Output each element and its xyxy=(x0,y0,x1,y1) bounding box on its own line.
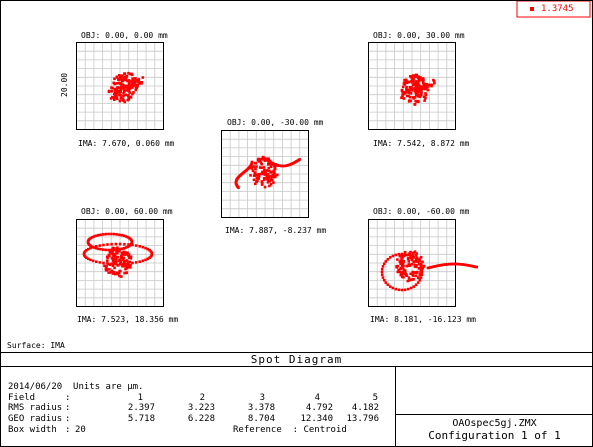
spot-4-ima-label: IMA: 7.523, 18.356 mm xyxy=(77,315,179,324)
geo-value: 6.228 xyxy=(187,414,215,424)
field-number: 3 xyxy=(259,393,265,403)
box-row-label: Box width xyxy=(8,425,57,435)
spot-3-ima-label: IMA: 7.887, -8.237 mm xyxy=(225,226,327,235)
spot-1-obj-label: OBJ: 0.00, 0.00 mm xyxy=(81,31,168,40)
spot-3-obj-label: OBJ: 0.00, -30.00 mm xyxy=(227,118,324,127)
rms-value: 4.792 xyxy=(305,403,333,413)
rms-row-sep: : xyxy=(65,403,71,413)
spot-4-obj-label: OBJ: 0.00, 60.00 mm xyxy=(81,207,173,216)
rms-value: 2.397 xyxy=(127,403,155,413)
spot-box-field-4 xyxy=(76,219,164,307)
box-width-value: 20 xyxy=(75,425,86,435)
date-units-line: 2014/06/20 Units are µm. xyxy=(8,382,144,392)
rms-value: 3.223 xyxy=(187,403,215,413)
rms-value: 4.182 xyxy=(351,403,379,413)
field-number: 5 xyxy=(372,393,378,403)
geo-value: 8.704 xyxy=(247,414,275,424)
spot-box-field-1 xyxy=(76,42,164,130)
field-number: 1 xyxy=(137,393,143,403)
rms-value: 3.378 xyxy=(247,403,275,413)
spot-2-obj-label: OBJ: 0.00, 30.00 mm xyxy=(373,31,465,40)
spot-1-ima-label: IMA: 7.670, 0.060 mm xyxy=(78,139,175,148)
box-row-sep: : xyxy=(65,425,71,435)
geo-row-sep: : xyxy=(65,414,71,424)
rms-row-label: RMS radius xyxy=(8,403,63,413)
geo-row-label: GEO radius xyxy=(8,414,63,424)
geo-value: 13.796 xyxy=(346,414,379,424)
field-row-label: Field xyxy=(8,393,36,403)
scale-bar-label: 20.00 xyxy=(60,72,69,97)
spot-5-obj-label: OBJ: 0.00, -60.00 mm xyxy=(373,207,470,216)
file-name: OAOspec5gj.ZMX xyxy=(452,418,537,429)
spot-2-ima-label: IMA: 7.542, 8.872 mm xyxy=(373,139,470,148)
surface-label: Surface: IMA xyxy=(7,341,65,350)
field-number: 4 xyxy=(314,393,320,403)
legend-label: 1.3745 xyxy=(541,4,574,14)
configuration-label: Configuration 1 of 1 xyxy=(428,429,561,442)
spot-5-ima-label: IMA: 8.181, -16.123 mm xyxy=(370,315,476,324)
geo-value: 12.340 xyxy=(300,414,333,424)
reference-label: Reference : Centroid xyxy=(233,425,347,435)
geo-value: 5.718 xyxy=(127,414,155,424)
spot-box-field-3 xyxy=(221,130,309,218)
field-number: 2 xyxy=(199,393,205,403)
spot-box-field-5 xyxy=(368,219,478,307)
spot-box-field-2 xyxy=(368,42,456,130)
diagram-title: Spot Diagram xyxy=(250,353,343,366)
legend-marker xyxy=(530,7,534,11)
field-row-sep: : xyxy=(65,393,71,403)
